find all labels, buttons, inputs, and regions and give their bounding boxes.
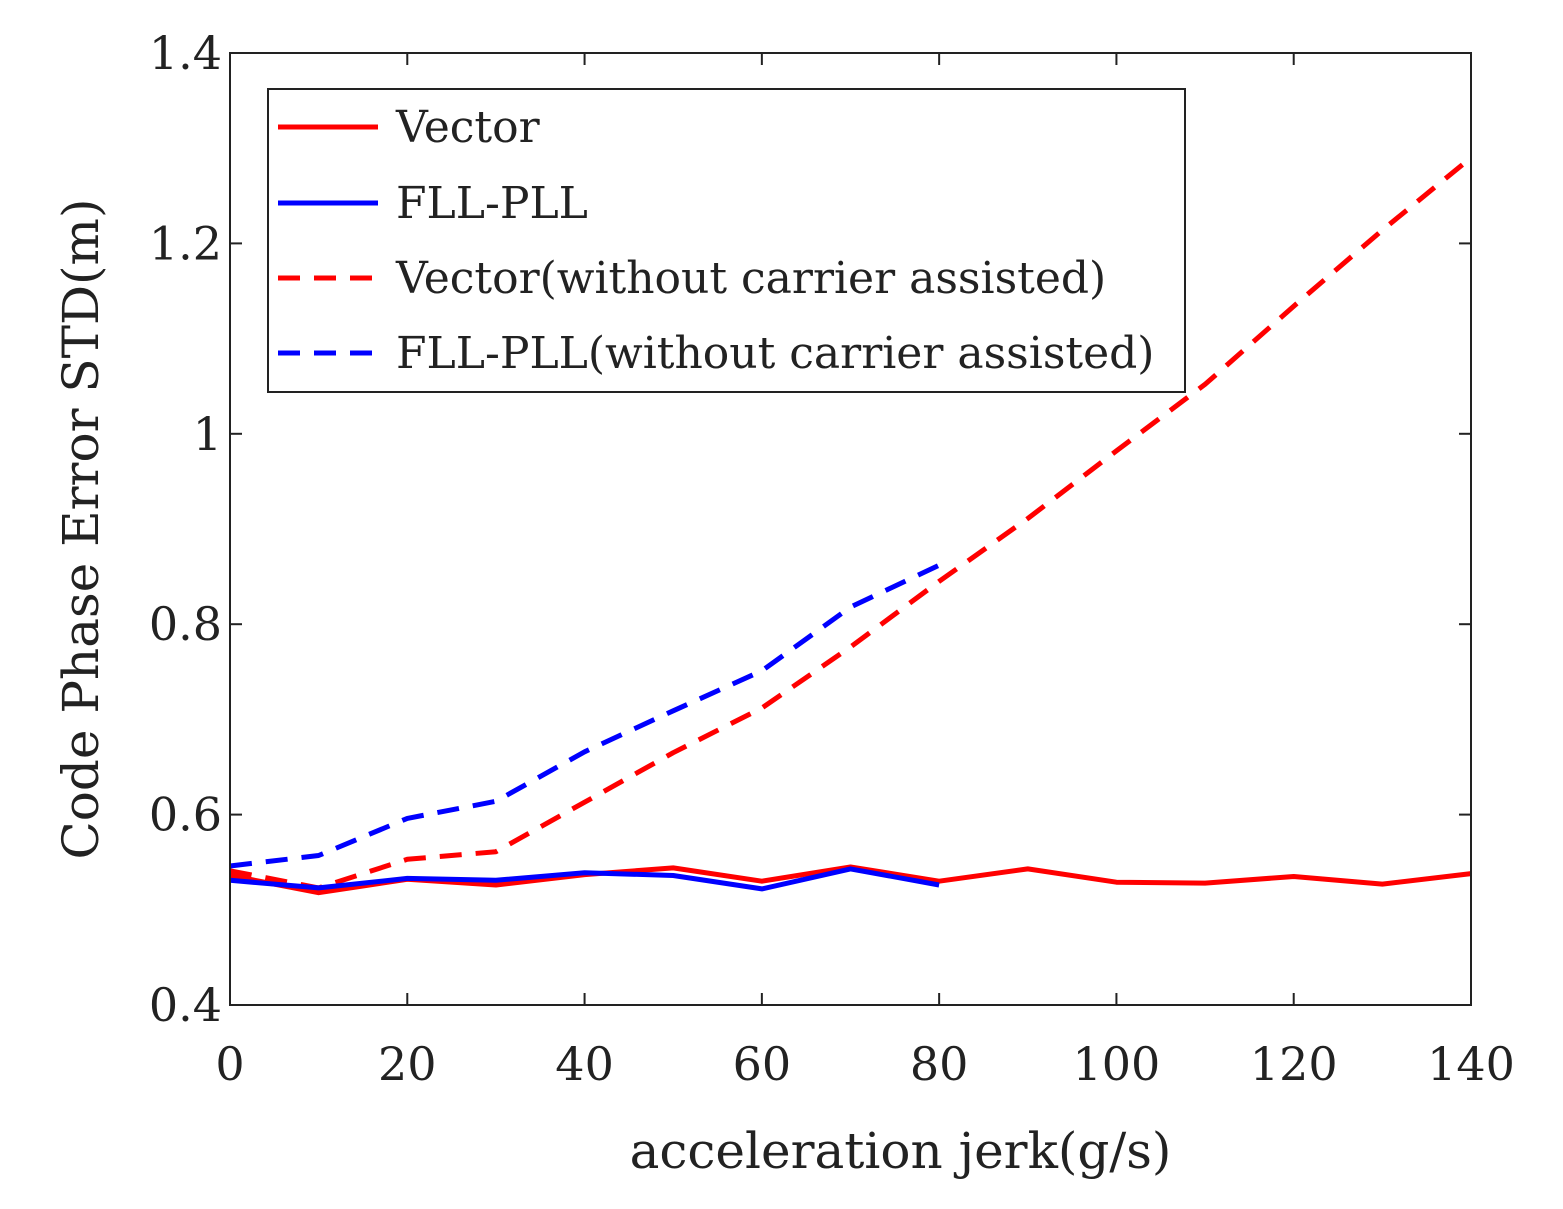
x-tick-label: 120 bbox=[1250, 1037, 1338, 1091]
y-tick-label: 0.4 bbox=[149, 978, 222, 1032]
plot-frame bbox=[229, 52, 1472, 1006]
series-layer bbox=[229, 155, 1473, 896]
y-axis-ticks: 0.4 0.6 0.8 1 1.2 1.4 bbox=[149, 26, 1471, 1032]
y-tick-label: 1.2 bbox=[149, 216, 222, 270]
x-tick-label: 80 bbox=[910, 1037, 969, 1091]
x-tick-label: 100 bbox=[1073, 1037, 1161, 1091]
x-tick-label: 0 bbox=[215, 1037, 244, 1091]
x-axis-title: acceleration jerk(g/s) bbox=[630, 1122, 1172, 1180]
y-tick-label: 1 bbox=[193, 407, 222, 461]
x-tick-label: 20 bbox=[378, 1037, 437, 1091]
legend-box bbox=[267, 88, 1186, 393]
y-tick-label: 0.6 bbox=[149, 788, 222, 842]
x-axis-ticks: 0 20 40 60 80 100 120 140 bbox=[215, 53, 1515, 1091]
x-tick-label: 140 bbox=[1427, 1037, 1515, 1091]
x-tick-label: 40 bbox=[555, 1037, 614, 1091]
y-axis-title: Code Phase Error STD(m) bbox=[52, 199, 110, 860]
y-tick-label: 0.8 bbox=[149, 597, 222, 651]
legend-label: FLL-PLL bbox=[396, 178, 588, 229]
legend: Vector FLL-PLL Vector(without carrier assi… bbox=[267, 88, 1186, 393]
legend-label: FLL-PLL(without carrier assisted) bbox=[396, 328, 1154, 379]
series-line-vector-without-carrier-assisted bbox=[229, 155, 1473, 891]
legend-label: Vector(without carrier assisted) bbox=[395, 253, 1106, 304]
legend-label: Vector bbox=[395, 102, 541, 153]
series-line-fll-pll-without-carrier-assisted bbox=[229, 562, 941, 869]
x-tick-label: 60 bbox=[733, 1037, 792, 1091]
y-tick-label: 1.4 bbox=[149, 26, 222, 80]
series-line-fll-pll bbox=[229, 866, 940, 892]
